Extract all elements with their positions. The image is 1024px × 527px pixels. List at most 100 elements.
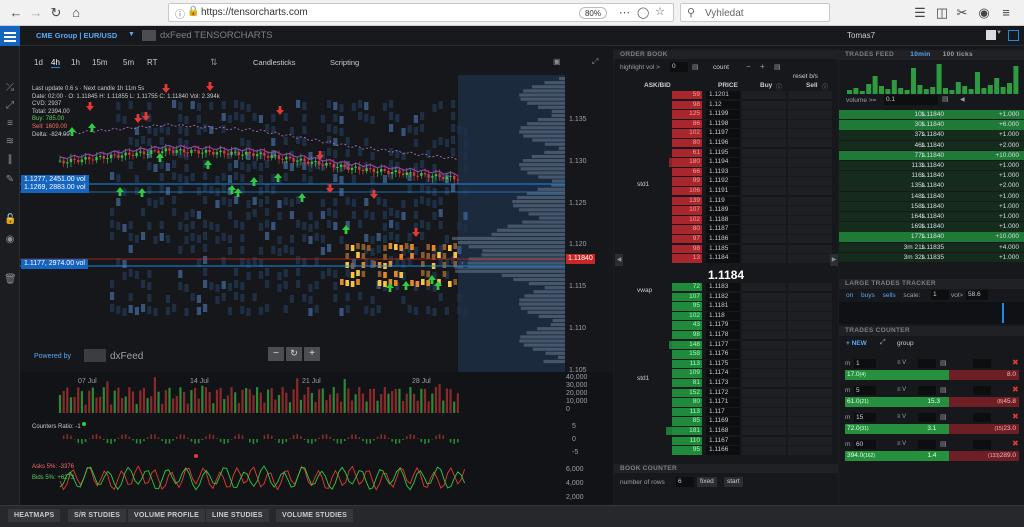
sidebar-icon[interactable]: ◫ — [935, 5, 949, 20]
visibility-icon[interactable]: ◉ — [5, 234, 15, 245]
volume-filter-input[interactable]: 0.1 — [884, 95, 938, 105]
order-book-row[interactable]: 102 1.118 — [614, 311, 838, 321]
level-label-blue[interactable]: 1.1277, 2451.00 vol 1.1269, 2883.00 vol — [21, 175, 89, 193]
counter-close-icon[interactable]: ✖ — [1012, 412, 1019, 421]
order-book-row[interactable]: 106 1.1191 — [614, 187, 838, 196]
rows-input[interactable]: 6 — [676, 477, 694, 487]
plus-icon[interactable]: + — [760, 62, 765, 71]
info-icon[interactable]: ⓘ — [175, 10, 185, 21]
tab-candlesticks[interactable]: Candlesticks — [253, 58, 296, 67]
hamburger-menu-button[interactable] — [0, 26, 20, 46]
screenshot-icon[interactable]: ✂ — [956, 5, 968, 20]
channel-tool-icon[interactable]: ≋ — [5, 136, 15, 147]
order-book-row[interactable]: 66 1.1193 — [614, 167, 838, 177]
tab-10min[interactable]: 10min — [910, 51, 931, 58]
url-text[interactable]: https://tensorcharts.com — [201, 7, 308, 18]
trade-row[interactable]: 164s 1.11840 +1.000 — [839, 212, 1024, 222]
home-icon[interactable]: ⌂ — [72, 5, 80, 20]
counter-minutes-input[interactable]: 1 — [854, 359, 876, 368]
new-counter-button[interactable]: + NEW — [846, 340, 867, 347]
counter-settings-icon[interactable]: ≡ V — [897, 414, 907, 420]
counter-close-icon[interactable]: ✖ — [1012, 358, 1019, 367]
order-book-row[interactable]: 13 1.1184 — [614, 254, 838, 263]
order-book-row[interactable]: 80 1.1196 — [614, 139, 838, 148]
timeframe-15m[interactable]: 15m — [92, 58, 108, 67]
trade-row[interactable]: 158s 1.11840 +1.000 — [839, 201, 1024, 212]
trade-row[interactable]: 116s 1.11840 +1.000 — [839, 171, 1024, 181]
counter-chart-icon[interactable]: ▤ — [940, 414, 947, 421]
bottom-tab-volume-studies[interactable]: VOLUME STUDIES — [276, 509, 354, 522]
order-book-row[interactable]: 85 1.1169 — [614, 417, 838, 426]
filter-grid-icon[interactable]: ▤ — [942, 96, 949, 103]
bottom-tab-heatmaps[interactable]: HEATMAPS — [8, 509, 61, 522]
lock-drawings-icon[interactable]: 🔓 — [4, 214, 17, 225]
order-book-row[interactable]: 113 1.1175 — [614, 359, 838, 369]
tab-100-ticks[interactable]: 100 ticks — [942, 51, 973, 58]
counter-filter-input[interactable] — [918, 413, 936, 422]
trade-row[interactable]: 77s 1.11840 +10.000 — [839, 150, 1024, 161]
counter-chart-icon[interactable]: ▤ — [940, 360, 947, 367]
book-chart-icon[interactable]: ▤ — [774, 64, 781, 71]
counter-filter-input[interactable] — [918, 440, 936, 449]
forward-icon[interactable]: → — [29, 5, 43, 20]
reset-bs-button[interactable]: reset b/s — [793, 73, 818, 80]
timeframe-5m[interactable]: 5m — [123, 58, 135, 67]
counter-extra-input[interactable] — [973, 386, 991, 395]
instrument-selector[interactable]: CME Group | EUR/USD — [36, 31, 118, 40]
order-book-row[interactable]: 109 1.1174 — [614, 369, 838, 378]
order-book-row[interactable]: 72 1.1183 — [614, 283, 838, 292]
fixed-button[interactable]: fixed — [697, 477, 717, 487]
order-book-row[interactable]: 98 1.1185 — [614, 244, 838, 254]
order-book-row[interactable]: 95 1.1166 — [614, 446, 838, 455]
order-book-row[interactable]: 125 1.1199 — [614, 110, 838, 119]
counter-extra-input[interactable] — [973, 359, 991, 368]
reload-icon[interactable]: ↻ — [50, 5, 62, 20]
compare-icon[interactable]: ⇅ — [210, 57, 218, 67]
counter-extra-input[interactable] — [973, 413, 991, 422]
fullscreen-icon[interactable] — [1008, 30, 1019, 41]
back-icon[interactable]: ← — [9, 5, 23, 20]
order-book-row[interactable]: 158 1.1176 — [614, 350, 838, 359]
order-book-row[interactable]: 99 1.1192 — [614, 177, 838, 186]
counter-extra-input[interactable] — [973, 440, 991, 449]
order-book-row[interactable]: 107 1.1189 — [614, 206, 838, 215]
reset-zoom-button[interactable]: ↻ — [286, 347, 302, 361]
timeframe-1h[interactable]: 1h — [71, 58, 80, 67]
chart-mini-icon[interactable]: ▤ — [692, 64, 699, 71]
order-book-row[interactable]: 110 1.1167 — [614, 436, 838, 446]
counter-minutes-input[interactable]: 15 — [854, 413, 876, 422]
bottom-tab-s-r-studies[interactable]: S/R STUDIES — [68, 509, 127, 522]
counter-close-icon[interactable]: ✖ — [1012, 439, 1019, 448]
trade-row[interactable]: 169s 1.11840 +1.000 — [839, 222, 1024, 232]
ray-tool-icon[interactable]: ⤢ — [6, 100, 14, 111]
order-book-row[interactable]: 180 1.1194 — [614, 158, 838, 167]
bookmark-star-icon[interactable]: ☆ — [655, 6, 665, 18]
collapse-right-icon[interactable]: ▶ — [830, 254, 838, 266]
trade-row[interactable]: 135s 1.11840 +2.000 — [839, 181, 1024, 191]
library-icon[interactable]: ☰ — [914, 5, 926, 20]
order-book-row[interactable]: 139 1.119 — [614, 196, 838, 206]
trade-row[interactable]: 37s 1.11840 +1.000 — [839, 130, 1024, 140]
counter-filter-input[interactable] — [918, 386, 936, 395]
trendline-tool-icon[interactable]: ⤰ — [6, 82, 14, 93]
timeframe-4h[interactable]: 4h — [51, 58, 60, 68]
trade-row[interactable]: 3m 32s 1.11835 +1.000 — [839, 252, 1024, 263]
layout-color-icon[interactable] — [986, 30, 996, 40]
order-book-row[interactable]: 97 1.1186 — [614, 235, 838, 244]
order-book-row[interactable]: 102 1.1197 — [614, 129, 838, 138]
brush-tool-icon[interactable]: ✎ — [5, 174, 15, 185]
counter-settings-icon[interactable]: ≡ V — [897, 387, 907, 393]
order-book-row[interactable]: 102 1.1188 — [614, 215, 838, 225]
trade-row[interactable]: 148s 1.11840 +1.000 — [839, 191, 1024, 201]
counter-chart-icon[interactable]: ▤ — [940, 441, 947, 448]
zoom-out-button[interactable]: − — [268, 347, 284, 361]
tab-scripting[interactable]: Scripting — [330, 58, 360, 67]
instrument-dropdown-icon[interactable]: ▼ — [128, 31, 135, 38]
highlight-input[interactable]: 0 — [670, 62, 688, 72]
pocket-icon[interactable]: ◯ — [637, 7, 650, 19]
order-book-row[interactable]: 86 1.1198 — [614, 119, 838, 129]
order-book-row[interactable]: 113 1.117 — [614, 407, 838, 417]
trade-row[interactable]: 113s 1.11840 +1.000 — [839, 161, 1024, 171]
counter-settings-icon[interactable]: ≡ V — [897, 360, 907, 366]
zoom-in-button[interactable]: + — [304, 347, 320, 361]
